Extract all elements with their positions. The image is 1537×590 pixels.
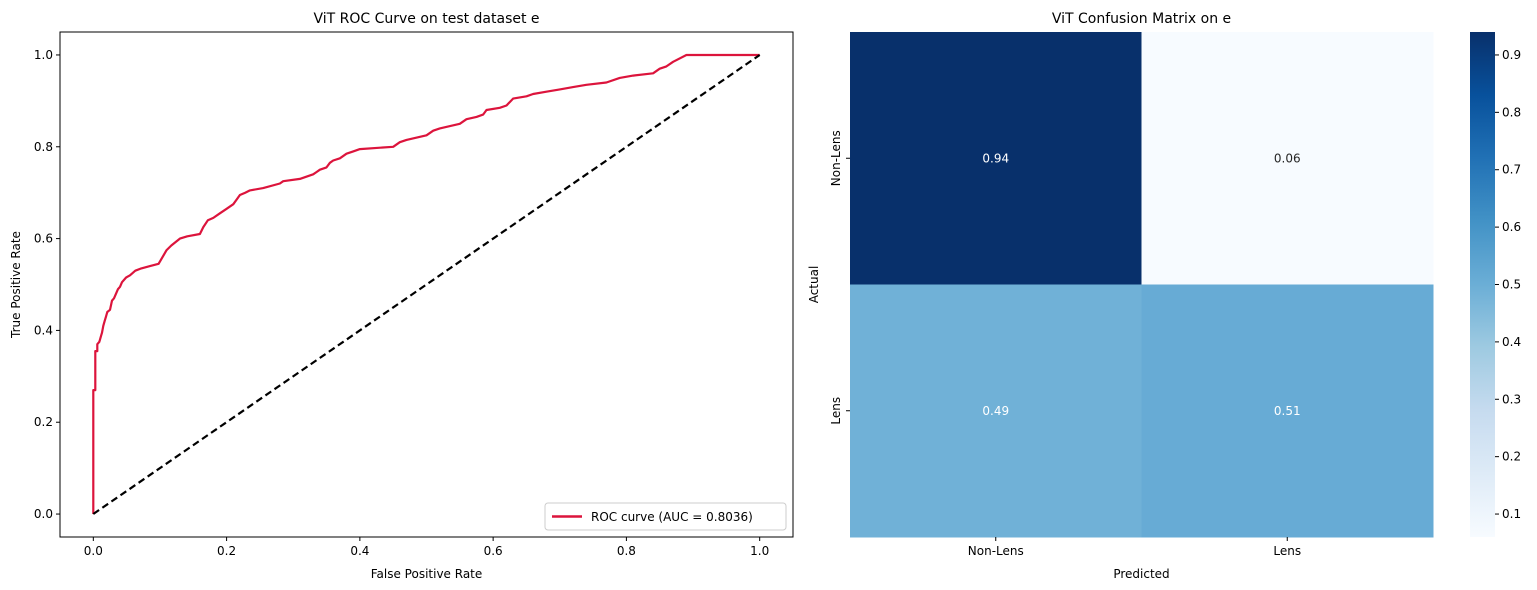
- roc-x-tick-label: 1.0: [750, 544, 769, 558]
- confusion-matrix-cell-value: 0.06: [1274, 151, 1301, 165]
- colorbar-tick-label: 0.3: [1502, 392, 1521, 406]
- roc-x-tick-label: 0.0: [84, 544, 103, 558]
- roc-legend-box: [544, 502, 787, 531]
- roc-y-tick-label: 0.4: [34, 323, 53, 337]
- roc-axes-frame: [59, 31, 794, 538]
- confusion-matrix-x-axis-label: Predicted: [1113, 567, 1169, 581]
- confusion-matrix-y-tick-label: Lens: [829, 397, 843, 425]
- confusion-matrix-cell-value: 0.94: [982, 151, 1009, 165]
- roc-y-tick-label: 0.0: [34, 507, 53, 521]
- roc-legend-label: ROC curve (AUC = 0.8036): [591, 510, 753, 524]
- confusion-matrix-x-ticks: Non-Lens Lens: [968, 537, 1301, 558]
- confusion-matrix-x-tick-label: Lens: [1273, 544, 1301, 558]
- colorbar-tick-label: 0.1: [1502, 507, 1521, 521]
- roc-x-ticks: 0.0 0.2 0.4 0.6 0.8 1.0: [84, 537, 769, 558]
- colorbar-gradient: [1470, 32, 1495, 537]
- colorbar-tick-label: 0.6: [1502, 220, 1521, 234]
- roc-chart-title: ViT ROC Curve on test dataset e: [313, 11, 539, 27]
- roc-y-ticks: 0.0 0.2 0.4 0.6 0.8 1.0: [34, 48, 60, 521]
- roc-y-tick-label: 0.2: [34, 415, 53, 429]
- chance-diagonal-line: [92, 54, 761, 515]
- confusion-matrix-chart: ViT Confusion Matrix on e 0.94 0.060.49 0.…: [807, 11, 1434, 581]
- roc-x-tick-label: 0.2: [217, 544, 236, 558]
- roc-legend: ROC curve (AUC = 0.8036): [544, 502, 787, 531]
- roc-plot-area: [92, 53, 761, 515]
- colorbar-ticks: 0.1 0.2 0.3 0.4 0.5 0.6 0.7 0.8 0.9: [1495, 48, 1521, 521]
- confusion-matrix-cells: 0.94 0.06 0.49 0.51: [850, 32, 1434, 538]
- colorbar-tick-label: 0.8: [1502, 105, 1521, 119]
- roc-y-tick-label: 0.6: [34, 232, 53, 246]
- confusion-matrix-cell-value: 0.51: [1274, 404, 1301, 418]
- roc-y-tick-label: 0.8: [34, 140, 53, 154]
- colorbar-tick-label: 0.9: [1502, 48, 1521, 62]
- confusion-matrix-cell: [850, 32, 1142, 285]
- roc-y-axis-label: True Positive Rate: [9, 231, 23, 339]
- confusion-matrix-y-axis-label: Actual: [807, 266, 821, 304]
- confusion-matrix-y-ticks: Non-Lens Lens: [829, 130, 850, 425]
- confusion-matrix-title: ViT Confusion Matrix on e: [1052, 11, 1231, 27]
- colorbar: 0.1 0.2 0.3 0.4 0.5 0.6 0.7 0.8 0.9: [1470, 32, 1521, 537]
- roc-x-tick-label: 0.8: [617, 544, 636, 558]
- confusion-matrix-x-tick-label: Non-Lens: [968, 544, 1024, 558]
- colorbar-tick-label: 0.2: [1502, 450, 1521, 464]
- roc-x-tick-label: 0.6: [484, 544, 503, 558]
- confusion-matrix-cell: [850, 284, 1142, 538]
- colorbar-tick-label: 0.4: [1502, 335, 1521, 349]
- roc-y-tick-label: 1.0: [34, 48, 53, 62]
- confusion-matrix-cell: [1141, 32, 1434, 285]
- confusion-matrix-cell-value: 0.49: [982, 404, 1009, 418]
- colorbar-tick-label: 0.7: [1502, 163, 1521, 177]
- colorbar-tick-label: 0.5: [1502, 278, 1521, 292]
- roc-x-axis-label: False Positive Rate: [371, 567, 483, 581]
- roc-curve-line: [92, 53, 760, 514]
- confusion-matrix-cell: [1141, 284, 1434, 538]
- confusion-matrix-y-tick-label: Non-Lens: [829, 130, 843, 186]
- roc-chart: ViT ROC Curve on test dataset e 0.0 0.2 0.…: [9, 11, 794, 581]
- roc-x-tick-label: 0.4: [350, 544, 369, 558]
